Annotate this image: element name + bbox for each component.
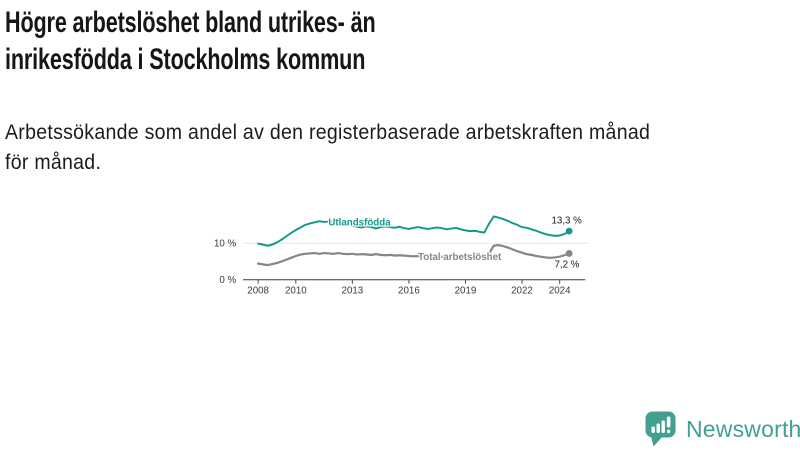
chart-subtitle-line2: för månad. <box>5 151 102 174</box>
chart-title: Högre arbetslöshet bland utrikes- än inr… <box>5 4 376 78</box>
newsworthy-wordmark: Newsworthy <box>686 415 800 442</box>
y-tick-label: 0 % <box>219 275 236 286</box>
y-tick-label: 10 % <box>214 239 237 250</box>
x-tick-label: 2016 <box>398 286 420 297</box>
series-label-1: Total arbetslöshet <box>418 252 502 263</box>
speech-bubble-shape <box>645 411 676 438</box>
series-end-value-1: 7,2 % <box>554 259 579 270</box>
line-chart: 0 % 10 % 2008 2010 2013 2016 2019 2022 2024 Utla… <box>214 215 589 297</box>
newsworthy-icon <box>645 411 676 447</box>
series-end-dot-0 <box>565 227 573 235</box>
exclamation-bar <box>666 416 671 428</box>
x-tick-label: 2008 <box>247 286 269 297</box>
chart-layer: 0 % 10 % 2008 2010 2013 2016 2019 2022 2024 <box>214 215 589 297</box>
x-tick-label: 2022 <box>511 286 533 297</box>
series-line-1 <box>257 243 571 267</box>
exclamation-dot <box>666 429 671 434</box>
x-tick-label: 2013 <box>342 286 364 297</box>
bar-chart-glyph <box>651 416 671 434</box>
x-tick-label: 2010 <box>285 286 307 297</box>
series-end-value-0: 13,3 % <box>551 216 582 227</box>
chart-subtitle-line1: Arbetssökande som andel av den registerb… <box>5 121 651 144</box>
chart-subtitle: Arbetssökande som andel av den registerb… <box>5 118 650 178</box>
x-tick-label: 2019 <box>455 286 477 297</box>
series-label-0: Utlandsfödda <box>328 217 391 228</box>
chart-title-line1: Högre arbetslöshet bland utrikes- än <box>5 6 376 39</box>
speech-bubble-tail <box>651 436 663 447</box>
x-tick-label: 2024 <box>549 286 571 297</box>
series-end-dot-1 <box>565 249 573 257</box>
series-line-0 <box>257 215 571 247</box>
chart-title-line2: inrikesfödda i Stockholms kommun <box>5 43 366 76</box>
newsworthy-logo: Newsworthy <box>644 410 800 448</box>
